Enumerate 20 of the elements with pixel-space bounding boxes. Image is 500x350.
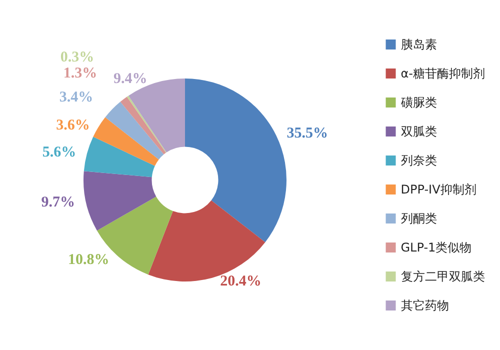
legend-label: GLP-1类似物	[400, 240, 472, 254]
legend-label: α-糖苷酶抑制剂	[400, 66, 486, 80]
data-label: 10.8%	[68, 252, 110, 268]
data-label: 3.4%	[59, 89, 94, 106]
legend-label: 复方二甲双胍类	[400, 270, 485, 284]
data-label: 1.3%	[63, 66, 98, 82]
legend-label: 列奈类	[400, 154, 437, 168]
data-label: 0.3%	[60, 49, 94, 66]
legend-label: 磺脲类	[400, 96, 437, 110]
legend-label: 双胍类	[400, 124, 437, 138]
data-label: 9.4%	[114, 71, 148, 88]
data-label: 20.4%	[220, 274, 262, 290]
data-label: 5.6%	[42, 144, 76, 160]
data-label: 9.7%	[41, 194, 75, 211]
data-label: 3.6%	[56, 118, 90, 134]
legend-label: DPP-IV抑制剂	[400, 182, 476, 196]
legend-label: 胰岛素	[400, 38, 437, 52]
legend-label: 列酮类	[400, 212, 437, 226]
data-label: 35.5%	[286, 126, 328, 142]
legend-label: 其它药物	[400, 298, 449, 312]
